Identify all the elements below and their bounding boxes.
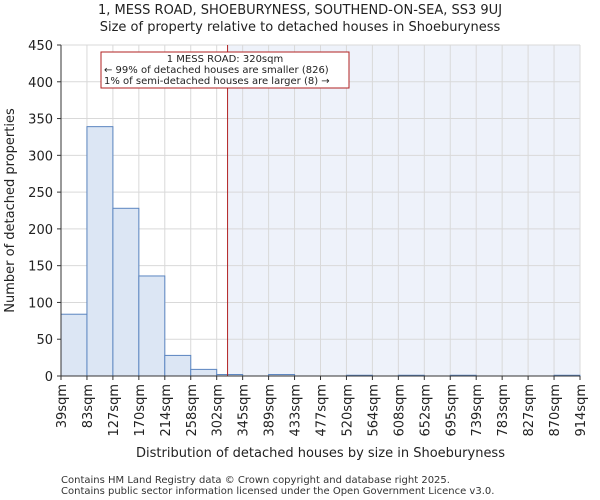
highlight-region bbox=[227, 45, 580, 376]
x-tick-label: 783sqm bbox=[496, 384, 511, 437]
x-tick-label: 914sqm bbox=[574, 384, 589, 437]
x-tick-label: 83sqm bbox=[81, 384, 96, 428]
histogram-bar bbox=[164, 354, 192, 377]
footer-line-2: Contains public sector information licen… bbox=[61, 486, 495, 497]
x-tick-label: 739sqm bbox=[470, 384, 485, 437]
x-tick-label: 520sqm bbox=[340, 384, 355, 437]
x-tick-label: 127sqm bbox=[107, 384, 122, 437]
y-tick-label: 400 bbox=[28, 76, 53, 91]
x-tick-label: 345sqm bbox=[237, 384, 252, 437]
annotation-box bbox=[100, 51, 350, 89]
x-tick-label: 170sqm bbox=[133, 384, 148, 437]
chart-title: 1, MESS ROAD, SHOEBURYNESS, SOUTHEND-ON-… bbox=[97, 3, 503, 18]
y-tick-label: 250 bbox=[28, 186, 53, 201]
x-tick-label: 564sqm bbox=[366, 384, 381, 437]
x-axis-title: Distribution of detached houses by size … bbox=[136, 446, 505, 461]
histogram-bar bbox=[138, 275, 166, 377]
y-tick-label: 100 bbox=[28, 296, 53, 311]
x-tick-label: 870sqm bbox=[548, 384, 563, 437]
y-tick-label: 300 bbox=[28, 149, 53, 164]
y-tick-label: 200 bbox=[28, 223, 53, 238]
y-tick-label: 50 bbox=[36, 333, 53, 348]
x-tick-label: 389sqm bbox=[263, 384, 278, 437]
footer-line-1: Contains HM Land Registry data © Crown c… bbox=[61, 475, 450, 486]
x-tick-label: 433sqm bbox=[289, 384, 304, 437]
annotation-line-2: ← 99% of detached houses are smaller (82… bbox=[104, 65, 329, 76]
x-tick-label: 827sqm bbox=[522, 384, 537, 437]
annotation-line-3: 1% of semi-detached houses are larger (8… bbox=[104, 76, 330, 87]
x-tick-label: 477sqm bbox=[315, 384, 330, 437]
histogram-bar bbox=[112, 207, 140, 377]
x-tick-label: 214sqm bbox=[159, 384, 174, 437]
y-tick-label: 150 bbox=[28, 260, 53, 275]
x-tick-label: 302sqm bbox=[211, 384, 226, 437]
x-tick-label: 695sqm bbox=[444, 384, 459, 437]
x-tick-label: 652sqm bbox=[418, 384, 433, 437]
x-tick-label: 608sqm bbox=[392, 384, 407, 437]
histogram-bar bbox=[60, 313, 88, 377]
x-tick-label: 39sqm bbox=[55, 384, 70, 428]
y-tick-label: 450 bbox=[28, 39, 53, 54]
x-tick-label: 258sqm bbox=[185, 384, 200, 437]
y-tick-label: 350 bbox=[28, 113, 53, 128]
histogram-bar bbox=[86, 126, 114, 377]
y-axis-title: Number of detached properties bbox=[3, 108, 18, 313]
annotation-line-1: 1 MESS ROAD: 320sqm bbox=[167, 54, 283, 65]
y-tick-label: 0 bbox=[45, 370, 53, 385]
chart-subtitle: Size of property relative to detached ho… bbox=[99, 20, 501, 35]
histogram-bar bbox=[190, 368, 218, 377]
